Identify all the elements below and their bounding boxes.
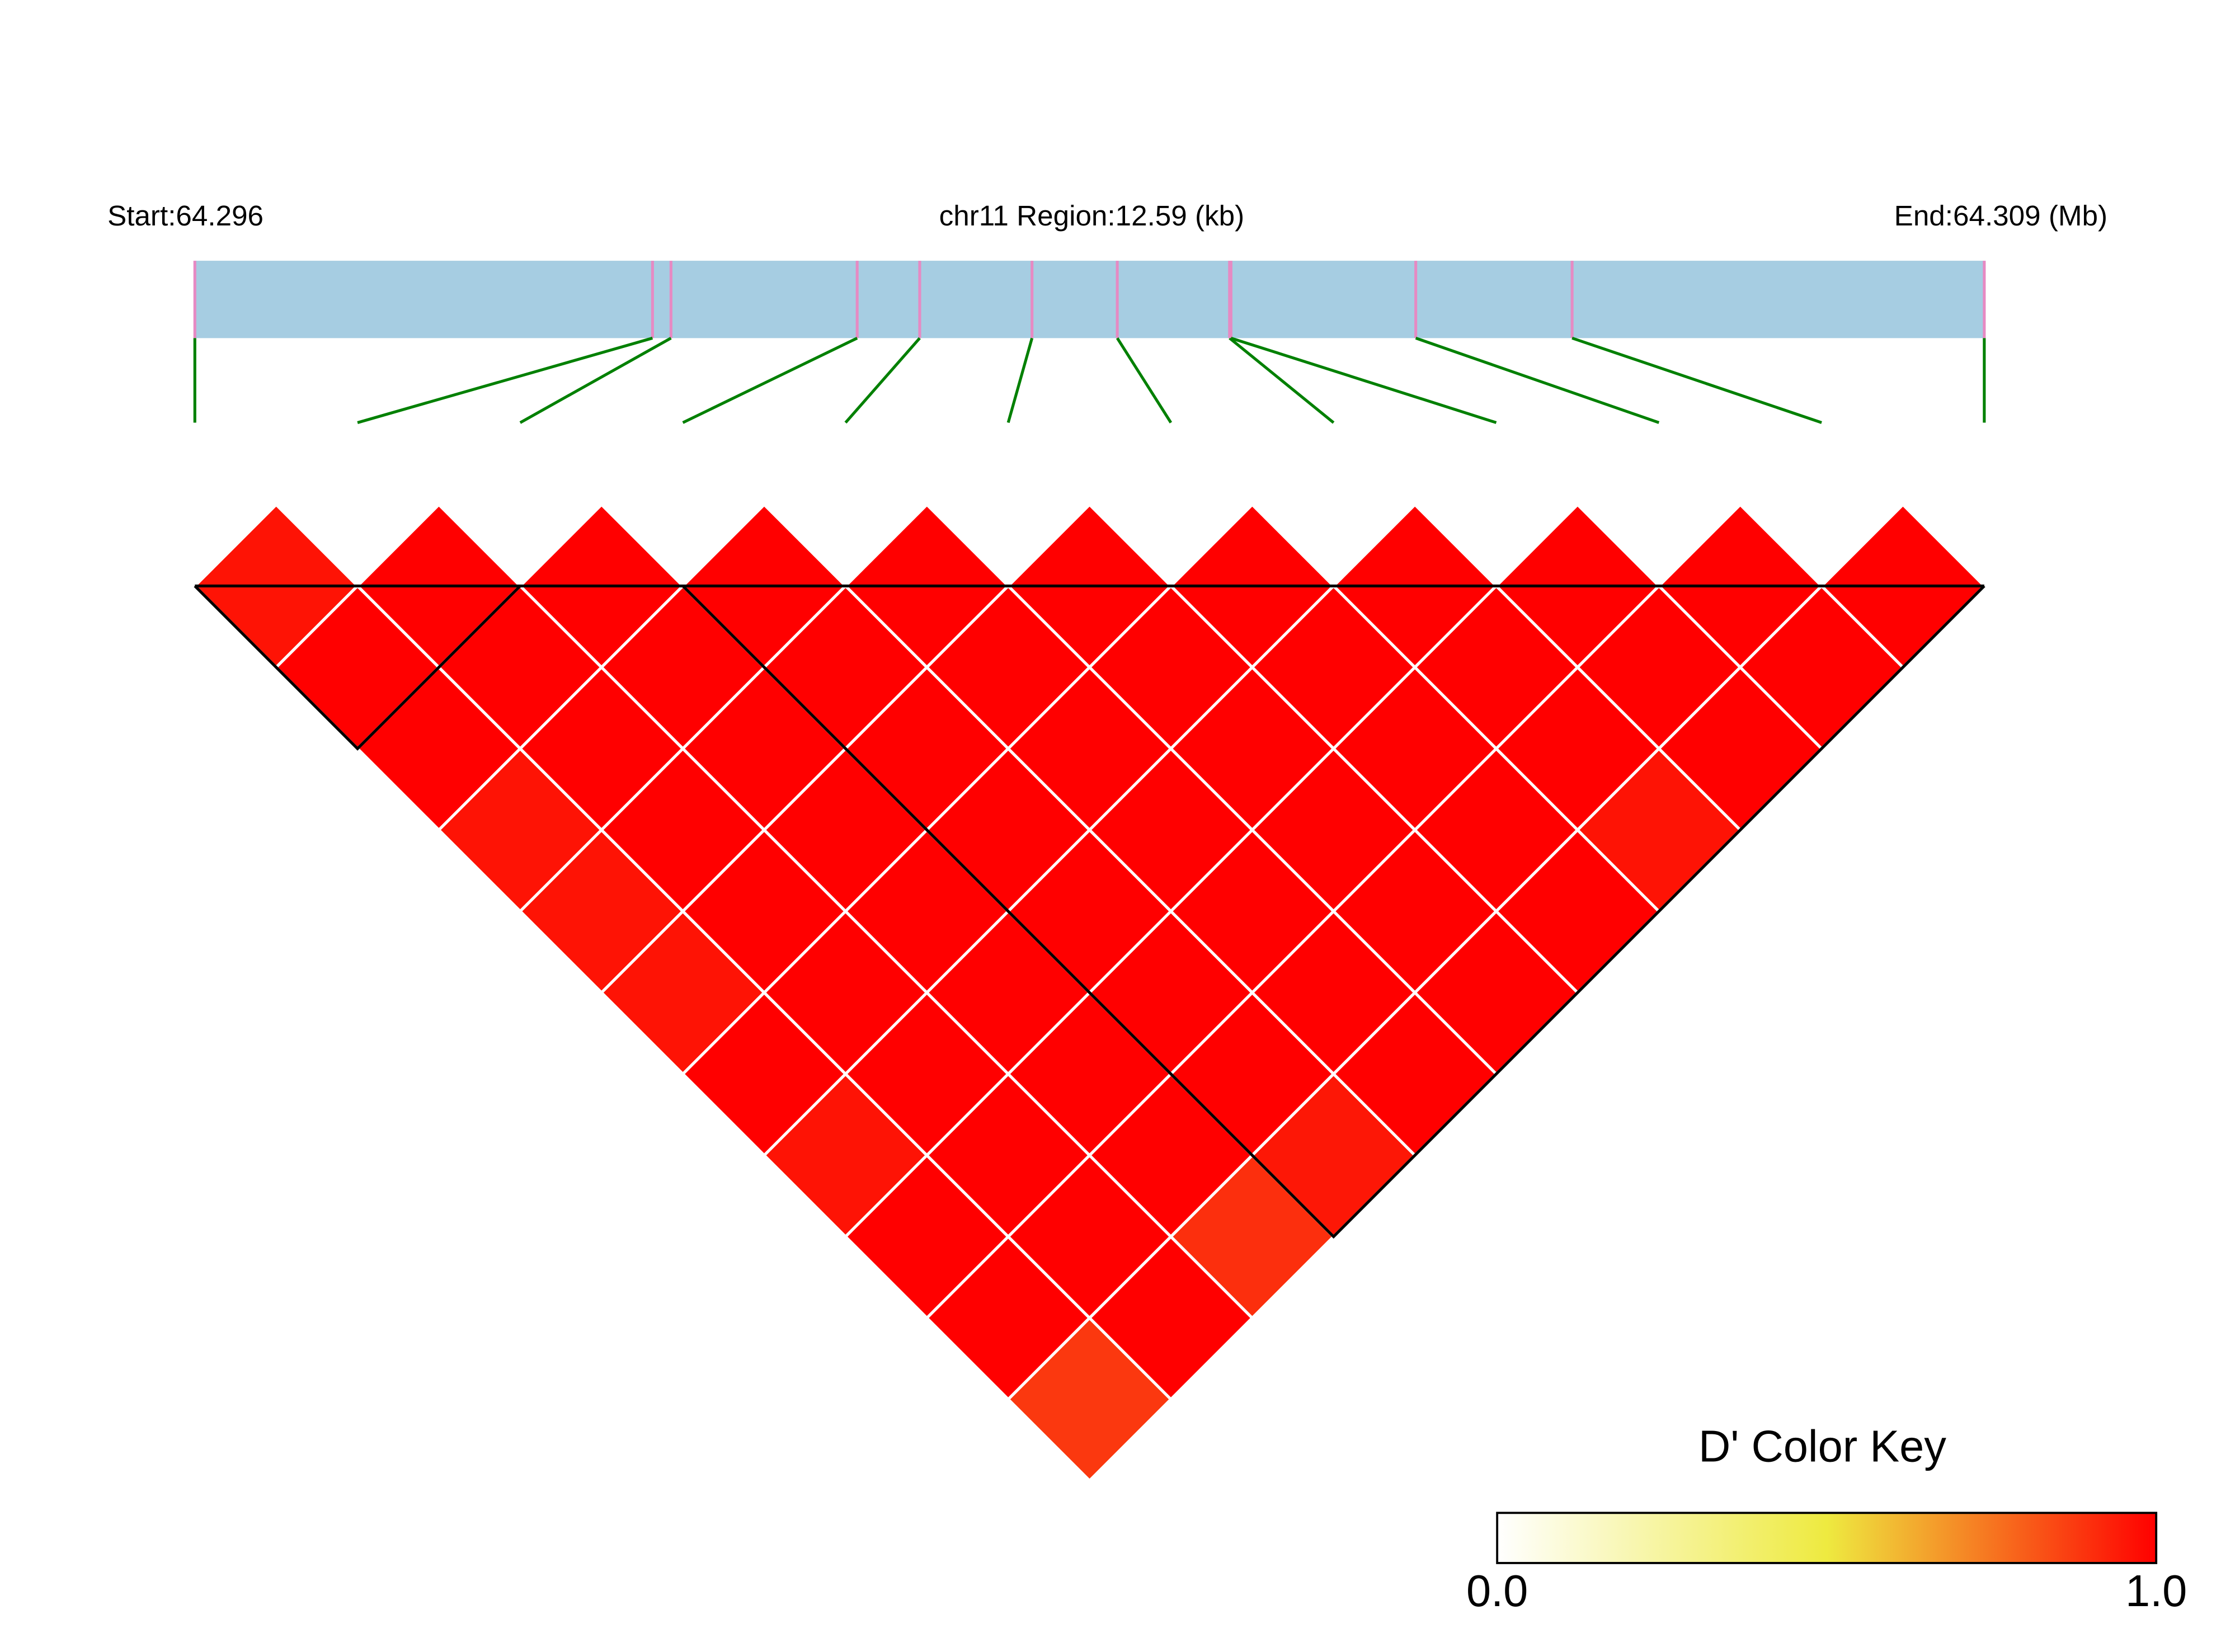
snp-connector bbox=[1230, 336, 1497, 424]
snp-connector bbox=[1571, 336, 1822, 424]
snp-connector bbox=[1006, 337, 1034, 423]
snp-connector bbox=[682, 337, 858, 424]
start-label: Start:64.296 bbox=[107, 200, 264, 232]
region-bar bbox=[195, 261, 1984, 338]
colorbar bbox=[1496, 1512, 2158, 1564]
snp-connector bbox=[519, 337, 672, 424]
end-label: End:64.309 (Mb) bbox=[1894, 200, 2107, 232]
colorbar-title: D' Color Key bbox=[1698, 1422, 1946, 1471]
colorbar-tick-label: 1.0 bbox=[2125, 1566, 2187, 1616]
ld-block bbox=[194, 585, 521, 751]
region-label: chr11 Region:12.59 (kb) bbox=[939, 200, 1245, 232]
ld-block bbox=[681, 585, 1985, 1239]
snp-connector bbox=[1116, 337, 1173, 423]
snp-connector bbox=[1415, 336, 1660, 424]
snp-connector bbox=[844, 337, 921, 424]
snp-connector bbox=[1229, 337, 1335, 424]
snp-connector bbox=[357, 336, 653, 424]
colorbar-tick-label: 0.0 bbox=[1466, 1566, 1528, 1616]
